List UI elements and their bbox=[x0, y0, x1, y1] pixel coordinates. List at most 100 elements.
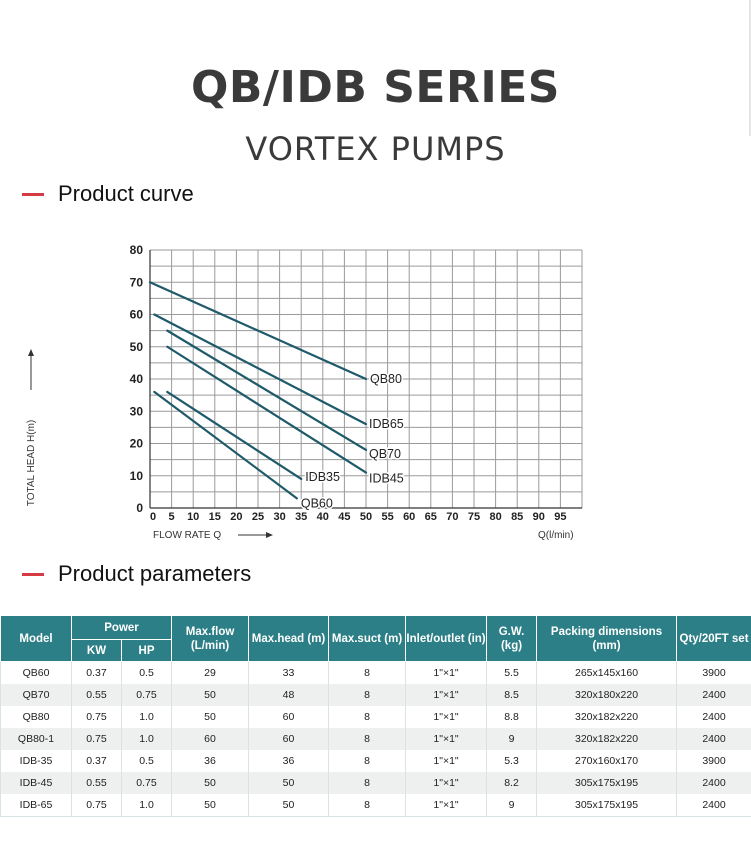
cell-inlet-outlet: 1"×1" bbox=[405, 794, 488, 817]
header-max-flow: Max.flow (L/min) bbox=[171, 615, 250, 662]
header-max-head: Max.head (m) bbox=[248, 615, 330, 662]
series-label-qb80: QB80 bbox=[370, 372, 402, 386]
y-tick-label: 40 bbox=[130, 372, 144, 386]
page-subtitle: VORTEX PUMPS bbox=[245, 130, 506, 168]
cell-max-flow: 36 bbox=[171, 750, 250, 772]
table-row: IDB-65 0.75 1.0 50 50 8 1"×1" 9 305x175x195 2400 bbox=[0, 794, 751, 817]
cell-model: QB80 bbox=[0, 706, 72, 728]
x-tick-label: 75 bbox=[468, 511, 480, 523]
cell-qty: 2400 bbox=[676, 772, 751, 794]
y-tick-label: 50 bbox=[130, 340, 144, 354]
series-line-idb45 bbox=[166, 345, 368, 474]
series-line-idb35 bbox=[166, 390, 303, 481]
cell-model: IDB-35 bbox=[0, 750, 72, 772]
x-tick-label: 95 bbox=[554, 511, 566, 523]
series-line-idb65 bbox=[153, 313, 368, 426]
x-tick-label: 85 bbox=[511, 511, 523, 523]
table-row: QB80 0.75 1.0 50 60 8 1"×1" 8.8 320x182x220 2400 bbox=[0, 706, 751, 728]
header-power: Power bbox=[70, 615, 173, 640]
table-row: QB70 0.55 0.75 50 48 8 1"×1" 8.5 320x180x220 2400 bbox=[0, 684, 751, 706]
series-label-qb60: QB60 bbox=[301, 496, 333, 510]
cell-inlet-outlet: 1"×1" bbox=[405, 750, 488, 772]
cell-max-suct: 8 bbox=[328, 728, 407, 750]
parameters-table-body: QB60 0.37 0.5 29 33 8 1"×1" 5.5 265x145x160 3900 Q… bbox=[0, 661, 751, 817]
series-line-qb80 bbox=[148, 281, 368, 381]
x-tick-label: 5 bbox=[169, 511, 175, 523]
x-tick-label: 55 bbox=[381, 511, 393, 523]
series-label-qb70: QB70 bbox=[369, 447, 401, 461]
y-tick-label: 80 bbox=[130, 243, 144, 257]
cell-inlet-outlet: 1"×1" bbox=[405, 728, 488, 750]
cell-packing: 305x175x195 bbox=[536, 794, 678, 817]
cell-kw: 0.75 bbox=[71, 728, 122, 750]
y-axis-arrowhead-icon bbox=[28, 349, 34, 356]
cell-max-flow: 50 bbox=[171, 706, 250, 728]
table-row: IDB-45 0.55 0.75 50 50 8 1"×1" 8.2 305x175x195 24… bbox=[0, 772, 751, 794]
x-tick-label: 90 bbox=[533, 511, 545, 523]
header-inlet-outlet: Inlet/outlet (in) bbox=[405, 615, 488, 662]
cell-max-flow: 60 bbox=[171, 728, 250, 750]
cell-max-suct: 8 bbox=[328, 661, 407, 684]
cell-kw: 0.37 bbox=[71, 750, 122, 772]
parameters-table-wrapper: Model Power Max.flow (L/min) Max.head (m… bbox=[0, 615, 751, 817]
cell-gw: 9 bbox=[486, 728, 538, 750]
series-line-qb70 bbox=[166, 329, 368, 452]
header-gw: G.W. (kg) bbox=[486, 615, 538, 662]
cell-packing: 270x160x170 bbox=[536, 750, 678, 772]
page-title: QB/IDB SERIES bbox=[190, 62, 560, 113]
x-tick-label: 60 bbox=[403, 511, 415, 523]
cell-model: QB70 bbox=[0, 684, 72, 706]
cell-gw: 8.5 bbox=[486, 684, 538, 706]
edge-divider bbox=[749, 0, 751, 136]
x-tick-label: 40 bbox=[317, 511, 329, 523]
cell-model: IDB-65 bbox=[0, 794, 72, 817]
y-tick-label: 20 bbox=[130, 437, 144, 451]
cell-kw: 0.37 bbox=[71, 661, 122, 684]
series-label-idb45: IDB45 bbox=[369, 472, 404, 486]
x-tick-label: 0 bbox=[150, 511, 156, 523]
cell-packing: 320x180x220 bbox=[536, 684, 678, 706]
x-tick-label: 70 bbox=[446, 511, 458, 523]
cell-hp: 1.0 bbox=[120, 794, 173, 817]
header-kw: KW bbox=[71, 639, 122, 662]
section-params-heading: Product parameters bbox=[22, 561, 251, 587]
x-tick-label: 10 bbox=[187, 511, 199, 523]
x-tick-label: 65 bbox=[425, 511, 437, 523]
chart-axis-labels: TOTAL HEAD H(m) FLOW RATE Q Q(l/min) bbox=[26, 349, 574, 541]
cell-qty: 3900 bbox=[676, 750, 751, 772]
cell-hp: 1.0 bbox=[120, 728, 173, 750]
x-tick-label: 35 bbox=[295, 511, 307, 523]
section-curve-label: Product curve bbox=[58, 181, 194, 206]
cell-kw: 0.75 bbox=[71, 794, 122, 817]
cell-qty: 3900 bbox=[676, 661, 751, 684]
cell-max-flow: 50 bbox=[171, 772, 250, 794]
x-axis-arrowhead-icon bbox=[266, 532, 273, 538]
chart-series: QB80 IDB65 QB70 IDB45 IDB35 QB60 bbox=[148, 281, 405, 512]
cell-kw: 0.55 bbox=[71, 684, 122, 706]
cell-packing: 305x175x195 bbox=[536, 772, 678, 794]
header-hp: HP bbox=[120, 639, 173, 662]
cell-inlet-outlet: 1"×1" bbox=[405, 706, 488, 728]
section-params-label: Product parameters bbox=[58, 561, 252, 586]
series-label-idb65: IDB65 bbox=[369, 417, 404, 431]
cell-max-suct: 8 bbox=[328, 772, 407, 794]
series-label-idb35: IDB35 bbox=[305, 470, 340, 484]
cell-max-suct: 8 bbox=[328, 684, 407, 706]
cell-inlet-outlet: 1"×1" bbox=[405, 661, 488, 684]
x-tick-label: 80 bbox=[489, 511, 501, 523]
cell-max-head: 50 bbox=[248, 794, 330, 817]
cell-kw: 0.55 bbox=[71, 772, 122, 794]
x-tick-label: 45 bbox=[338, 511, 350, 523]
x-axis-unit-label: Q(l/min) bbox=[538, 530, 574, 541]
x-tick-label: 50 bbox=[360, 511, 372, 523]
x-tick-label: 15 bbox=[209, 511, 221, 523]
cell-packing: 320x182x220 bbox=[536, 706, 678, 728]
y-tick-label: 70 bbox=[130, 275, 144, 289]
cell-packing: 265x145x160 bbox=[536, 661, 678, 684]
accent-dash-icon bbox=[22, 192, 44, 196]
x-tick-label: 30 bbox=[273, 511, 285, 523]
cell-model: QB60 bbox=[0, 661, 72, 684]
cell-hp: 0.75 bbox=[120, 772, 173, 794]
cell-max-head: 60 bbox=[248, 728, 330, 750]
cell-max-suct: 8 bbox=[328, 794, 407, 817]
